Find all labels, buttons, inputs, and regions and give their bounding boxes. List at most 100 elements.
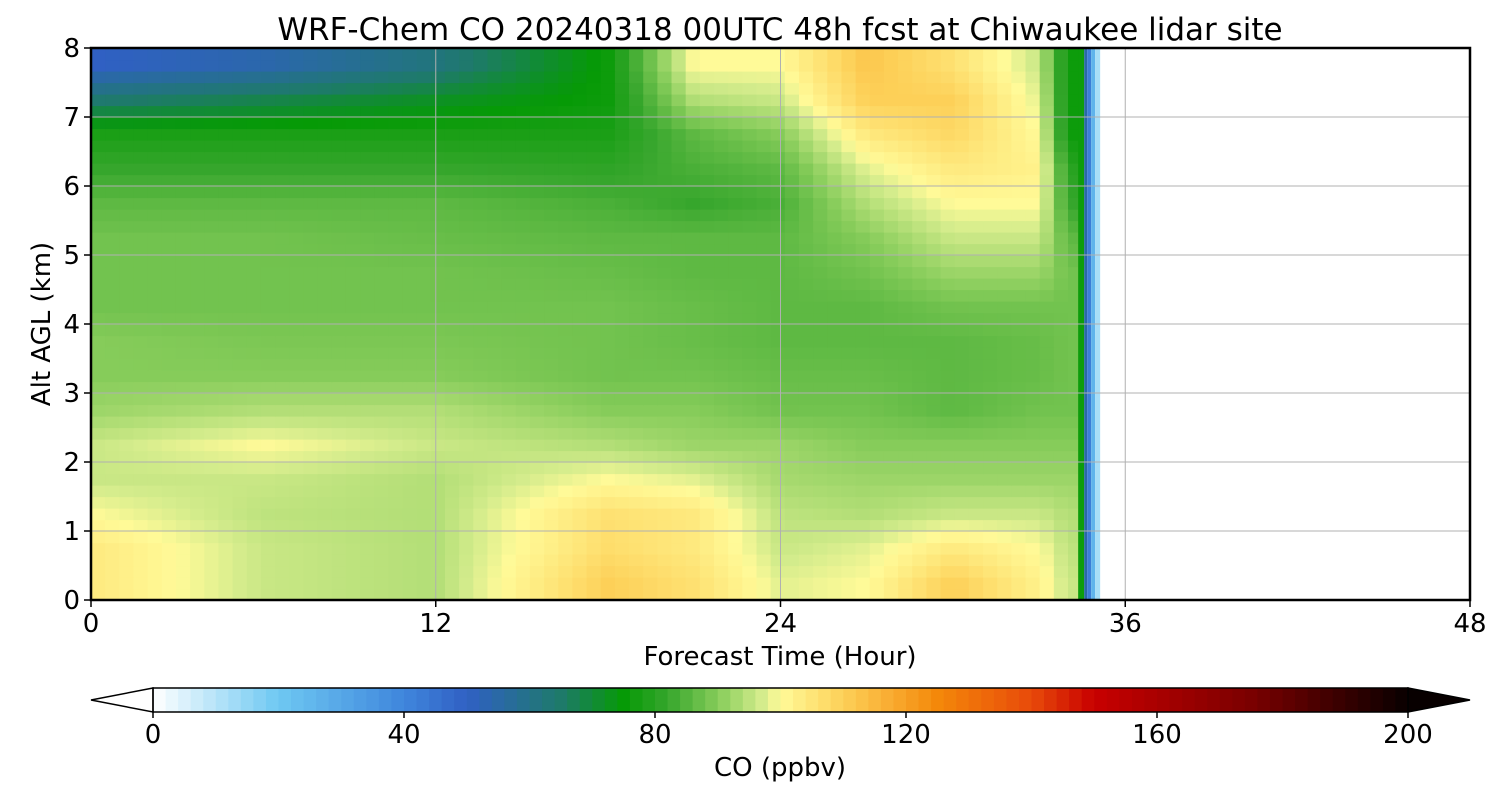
heatmap-cell (345, 473, 361, 486)
heatmap-cell (119, 508, 135, 521)
heatmap-cell (91, 243, 106, 256)
heatmap-cell (515, 289, 531, 302)
heatmap-cell (968, 301, 984, 314)
heatmap-cell (303, 404, 319, 417)
heatmap-cell (983, 427, 998, 440)
heatmap-cell (883, 128, 899, 141)
heatmap-cell (275, 266, 290, 279)
heatmap-cell (360, 496, 375, 509)
heatmap-cell (260, 197, 276, 210)
heatmap-cell (402, 531, 418, 544)
heatmap-cell (742, 381, 758, 394)
heatmap-cell (317, 485, 333, 498)
heatmap-cell (940, 416, 956, 429)
heatmap-cell (161, 140, 177, 153)
heatmap-cell (317, 255, 333, 268)
heatmap-cell (572, 416, 588, 429)
colorbar-segment (1119, 688, 1133, 712)
heatmap-cell (1011, 278, 1027, 291)
heatmap-cell (487, 554, 503, 567)
heatmap-cell (345, 324, 361, 337)
heatmap-cell (1011, 416, 1027, 429)
heatmap-cell (402, 140, 418, 153)
heatmap-cell (515, 531, 531, 544)
heatmap-cell (204, 358, 220, 371)
heatmap-cell (841, 301, 857, 314)
heatmap-cell (487, 416, 503, 429)
heatmap-cell (91, 48, 106, 61)
heatmap-cell (374, 209, 389, 222)
heatmap-cell (105, 312, 120, 325)
heatmap-cell (614, 347, 630, 360)
heatmap-cell (444, 358, 460, 371)
heatmap-cell (813, 439, 828, 452)
chart-title: WRF-Chem CO 20240318 00UTC 48h fcst at C… (277, 12, 1282, 48)
colorbar-segment (190, 688, 204, 712)
heatmap-cell (190, 554, 205, 567)
heatmap-cell (883, 243, 899, 256)
heatmap-cell (204, 289, 220, 302)
heatmap-cell (218, 485, 234, 498)
heatmap-cell (954, 140, 970, 153)
heatmap-cell (246, 48, 262, 61)
heatmap-cell (685, 266, 701, 279)
heatmap-cell (714, 266, 729, 279)
heatmap-cell (487, 462, 503, 475)
heatmap-cell (91, 186, 106, 199)
heatmap-cell (1025, 577, 1041, 590)
heatmap-cell (685, 508, 701, 521)
heatmap-cell (926, 312, 942, 325)
heatmap-cell (260, 289, 276, 302)
heatmap-cell (275, 358, 290, 371)
heatmap-cell (345, 220, 361, 233)
heatmap-cell (685, 289, 701, 302)
heatmap-cell (204, 186, 220, 199)
heatmap-cell (303, 82, 319, 95)
colorbar-segment (1232, 688, 1246, 712)
heatmap-cell (784, 209, 800, 222)
heatmap-cell (119, 519, 135, 532)
heatmap-cell (105, 82, 120, 95)
heatmap-cell (175, 450, 191, 463)
heatmap-cell (1011, 450, 1027, 463)
heatmap-cell (388, 347, 404, 360)
heatmap-cell (1053, 289, 1069, 302)
heatmap-cell (1053, 393, 1069, 406)
heatmap-cell (997, 312, 1012, 325)
heatmap-cell (175, 140, 191, 153)
heatmap-cell (756, 347, 772, 360)
heatmap-cell (629, 82, 644, 95)
heatmap-cell (430, 542, 446, 555)
heatmap-cell (133, 462, 149, 475)
heatmap-cell (161, 542, 177, 555)
heatmap-cell (742, 393, 758, 406)
colorbar-tick-label: 0 (145, 720, 162, 750)
heatmap-cell (487, 404, 503, 417)
heatmap-cell (374, 565, 389, 578)
heatmap-cell (459, 347, 474, 360)
heatmap-cell (983, 117, 998, 130)
heatmap-cell (968, 209, 984, 222)
heatmap-cell (926, 105, 942, 118)
colorbar-frame (152, 687, 1409, 713)
heatmap-cell (671, 312, 687, 325)
heatmap-cell (345, 105, 361, 118)
heatmap-cell (1053, 588, 1069, 600)
heatmap-cell (572, 531, 588, 544)
heatmap-cell (756, 209, 772, 222)
heatmap-cell (303, 255, 319, 268)
heatmap-cell (756, 439, 772, 452)
heatmap-cell (926, 301, 942, 314)
heatmap-cell (643, 565, 658, 578)
heatmap-cell (558, 209, 574, 222)
heatmap-cell (232, 358, 248, 371)
heatmap-cell (388, 485, 404, 498)
heatmap-cell (105, 404, 120, 417)
heatmap-cell (260, 220, 276, 233)
heatmap-cell (586, 301, 602, 314)
heatmap-cell (714, 94, 729, 107)
heatmap-cell (204, 508, 220, 521)
heatmap-cell (770, 163, 786, 176)
heatmap-cell (133, 565, 149, 578)
heatmap-cell (105, 335, 120, 348)
